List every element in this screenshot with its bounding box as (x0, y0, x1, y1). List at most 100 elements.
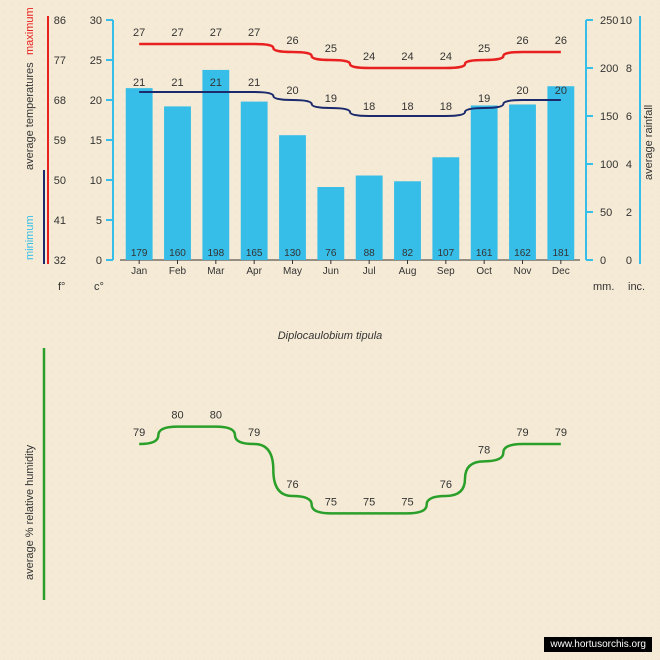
unit-c: c° (94, 281, 104, 293)
label-rainfall: average rainfall (643, 105, 655, 180)
rainfall-value: 107 (437, 248, 454, 259)
tick-f: 68 (54, 95, 66, 107)
watermark: www.hortusorchis.org (544, 637, 652, 652)
unit-f: f° (58, 281, 65, 293)
month-label: Dec (552, 266, 570, 277)
tick-c: 10 (90, 175, 102, 187)
tick-mm: 200 (600, 63, 618, 75)
rainfall-value: 82 (402, 248, 414, 259)
top-chart: maximum average temperatures minimum averag… (0, 0, 660, 310)
tick-f: 59 (54, 135, 66, 147)
month-label: Jul (363, 266, 376, 277)
max-temp-line (139, 44, 561, 68)
tick-in: 10 (620, 15, 632, 27)
tick-f: 32 (54, 255, 66, 267)
rainfall-bar (164, 106, 191, 260)
rainfall-value: 162 (514, 248, 531, 259)
rainfall-bar (126, 88, 153, 260)
tick-in: 4 (626, 159, 632, 171)
month-label: Nov (514, 266, 532, 277)
tick-c: 25 (90, 55, 102, 67)
max-temp-value: 27 (171, 27, 183, 39)
humidity-value: 79 (248, 427, 260, 439)
tick-f: 77 (54, 55, 66, 67)
rainfall-bar (509, 104, 536, 260)
unit-mm: mm. (593, 281, 614, 293)
month-label: Feb (169, 266, 187, 277)
rainfall-value: 179 (131, 248, 148, 259)
max-temp-value: 27 (210, 27, 222, 39)
tick-f: 50 (54, 175, 66, 187)
tick-mm: 0 (600, 255, 606, 267)
tick-in: 0 (626, 255, 632, 267)
min-temp-value: 20 (555, 85, 567, 97)
rainfall-value: 76 (325, 248, 337, 259)
min-temp-value: 21 (133, 77, 145, 89)
month-label: Sep (437, 266, 455, 277)
max-temp-value: 25 (478, 43, 490, 55)
min-temp-value: 21 (248, 77, 260, 89)
max-temp-value: 26 (286, 35, 298, 47)
month-label: Oct (476, 266, 492, 277)
tick-c: 5 (96, 215, 102, 227)
humidity-value: 78 (478, 444, 490, 456)
min-temp-value: 20 (516, 85, 528, 97)
humidity-value: 75 (401, 496, 413, 508)
rainfall-bar (471, 105, 498, 260)
tick-c: 30 (90, 15, 102, 27)
min-temp-value: 18 (401, 101, 413, 113)
humidity-line (139, 427, 561, 514)
tick-mm: 100 (600, 159, 618, 171)
rainfall-bar (547, 86, 574, 260)
humidity-value: 75 (325, 496, 337, 508)
label-avg-temp: average temperatures (24, 62, 36, 170)
label-minimum: minimum (24, 215, 36, 260)
max-temp-value: 25 (325, 43, 337, 55)
rainfall-value: 181 (552, 248, 569, 259)
min-temp-value: 19 (478, 93, 490, 105)
humidity-value: 75 (363, 496, 375, 508)
humidity-value: 79 (516, 427, 528, 439)
tick-c: 20 (90, 95, 102, 107)
rainfall-value: 198 (207, 248, 224, 259)
month-label: Jun (323, 266, 339, 277)
month-label: Apr (246, 266, 262, 277)
tick-f: 86 (54, 15, 66, 27)
tick-in: 6 (626, 111, 632, 123)
humidity-value: 79 (555, 427, 567, 439)
min-temp-value: 20 (286, 85, 298, 97)
humidity-value: 80 (171, 410, 183, 422)
max-temp-value: 24 (363, 51, 375, 63)
min-temp-value: 19 (325, 93, 337, 105)
max-temp-value: 27 (133, 27, 145, 39)
rainfall-value: 161 (476, 248, 493, 259)
tick-c: 15 (90, 135, 102, 147)
unit-in: inc. (628, 281, 645, 293)
min-temp-value: 18 (363, 101, 375, 113)
month-label: Aug (399, 266, 417, 277)
tick-f: 41 (54, 215, 66, 227)
rainfall-bar (432, 157, 459, 260)
rainfall-value: 160 (169, 248, 186, 259)
tick-mm: 150 (600, 111, 618, 123)
label-maximum: maximum (24, 7, 36, 55)
max-temp-value: 26 (555, 35, 567, 47)
humidity-value: 76 (286, 479, 298, 491)
tick-in: 8 (626, 63, 632, 75)
min-temp-value: 18 (440, 101, 452, 113)
max-temp-value: 24 (401, 51, 413, 63)
max-temp-value: 26 (516, 35, 528, 47)
rainfall-bar (202, 70, 229, 260)
tick-mm: 250 (600, 15, 618, 27)
label-humidity: average % relative humidity (24, 444, 36, 580)
max-temp-value: 27 (248, 27, 260, 39)
rainfall-bar (241, 102, 268, 260)
month-label: Jan (131, 266, 147, 277)
humidity-value: 76 (440, 479, 452, 491)
rainfall-bar (279, 135, 306, 260)
min-temp-value: 21 (210, 77, 222, 89)
month-label: Mar (207, 266, 225, 277)
month-label: May (283, 266, 302, 277)
rainfall-value: 165 (246, 248, 263, 259)
bottom-chart: average % relative humidity7980807976757… (0, 340, 660, 640)
